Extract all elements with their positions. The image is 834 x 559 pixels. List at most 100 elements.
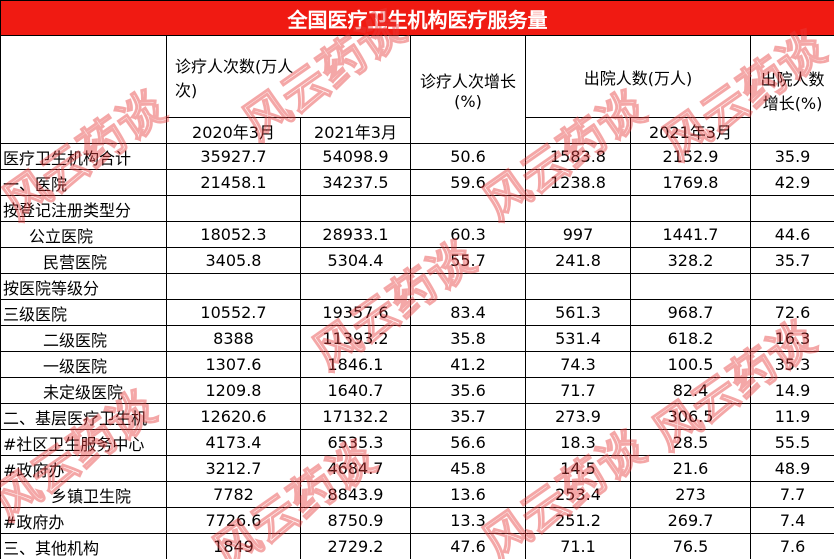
cell-value: 3405.8 xyxy=(166,247,301,274)
row-label: 未定级医院 xyxy=(0,377,167,404)
cell-value: 253.4 xyxy=(525,481,631,508)
cell-value: 8843.9 xyxy=(300,481,411,508)
cell-value: 35.7 xyxy=(749,247,834,274)
data-row: 未定级医院 1209.8 1640.7 35.6 71.7 82.4 14.9 xyxy=(0,377,834,404)
cell-value: 56.6 xyxy=(410,429,526,456)
row-label: #政府办 xyxy=(0,507,167,534)
row-label: 三、其他机构 xyxy=(0,533,167,559)
title-row: 全国医疗卫生机构医疗服务量 xyxy=(0,0,834,36)
empty-cell xyxy=(525,195,631,222)
cell-value: 4173.4 xyxy=(166,429,301,456)
header-visits-growth: 诊疗人次增长(%) xyxy=(410,35,526,144)
cell-value: 35927.7 xyxy=(166,143,301,170)
data-row: 按登记注册类型分 xyxy=(0,195,834,222)
data-row: 医疗卫生机构合计 35927.7 54098.9 50.6 1583.8 2152.9 35… xyxy=(0,143,834,170)
header-blank xyxy=(0,35,167,144)
cell-value: 7782 xyxy=(166,481,301,508)
cell-value: 11393.2 xyxy=(300,325,411,352)
cell-value: 18.3 xyxy=(525,429,631,456)
cell-value: 968.7 xyxy=(630,299,751,326)
cell-value: 10552.7 xyxy=(166,299,301,326)
cell-value: 71.7 xyxy=(525,377,631,404)
row-label: 民营医院 xyxy=(0,247,167,274)
cell-value: 13.3 xyxy=(410,507,526,534)
empty-cell xyxy=(525,273,631,300)
data-row: 二、基层医疗卫生机 12620.6 17132.2 35.7 273.9 306.5 11.… xyxy=(0,403,834,430)
cell-value: 72.6 xyxy=(749,299,834,326)
row-label: 按登记注册类型分 xyxy=(0,195,167,222)
row-label: #社区卫生服务中心 xyxy=(0,429,167,456)
cell-value: 47.6 xyxy=(410,533,526,559)
cell-value: 42.9 xyxy=(749,169,834,196)
cell-value: 54098.9 xyxy=(300,143,411,170)
cell-value: 14.9 xyxy=(749,377,834,404)
data-row: 三级医院 10552.7 19357.6 83.4 561.3 968.7 72.6 xyxy=(0,299,834,326)
cell-value: 83.4 xyxy=(410,299,526,326)
cell-value: 35.8 xyxy=(410,325,526,352)
cell-value: 55.7 xyxy=(410,247,526,274)
cell-value: 2152.9 xyxy=(630,143,751,170)
header-discharges-growth-text: 出院人数增长(%) xyxy=(760,69,825,113)
data-row: 一、医院 21458.1 34237.5 59.6 1238.8 1769.8 42.9 xyxy=(0,169,834,196)
cell-value: 2729.2 xyxy=(300,533,411,559)
empty-cell xyxy=(300,195,411,222)
cell-value: 8388 xyxy=(166,325,301,352)
cell-value: 7.7 xyxy=(749,481,834,508)
cell-value: 618.2 xyxy=(630,325,751,352)
cell-value: 44.6 xyxy=(749,221,834,248)
row-label: 乡镇卫生院 xyxy=(0,481,167,508)
cell-value: 28.5 xyxy=(630,429,751,456)
row-label: 二级医院 xyxy=(0,325,167,352)
data-row: 民营医院 3405.8 5304.4 55.7 241.8 328.2 35.7 xyxy=(0,247,834,274)
cell-value: 241.8 xyxy=(525,247,631,274)
empty-cell xyxy=(749,273,834,300)
cell-value: 14.5 xyxy=(525,455,631,482)
cell-value: 1769.8 xyxy=(630,169,751,196)
cell-value: 41.2 xyxy=(410,351,526,378)
cell-value: 1307.6 xyxy=(166,351,301,378)
empty-cell xyxy=(166,195,301,222)
data-row: 按医院等级分 xyxy=(0,273,834,300)
row-label: 医疗卫生机构合计 xyxy=(0,143,167,170)
cell-value: 8750.9 xyxy=(300,507,411,534)
cell-value: 306.5 xyxy=(630,403,751,430)
data-row: 二级医院 8388 11393.2 35.8 531.4 618.2 16.3 xyxy=(0,325,834,352)
cell-value: 4684.7 xyxy=(300,455,411,482)
data-row: #社区卫生服务中心 4173.4 6535.3 56.6 18.3 28.5 55.5 xyxy=(0,429,834,456)
cell-value: 561.3 xyxy=(525,299,631,326)
data-row: 三、其他机构 1849 2729.2 47.6 71.1 76.5 7.6 xyxy=(0,533,834,559)
cell-value: 17132.2 xyxy=(300,403,411,430)
cell-value: 1441.7 xyxy=(630,221,751,248)
cell-value: 48.9 xyxy=(749,455,834,482)
data-row: #政府办 7726.6 8750.9 13.3 251.2 269.7 7.4 xyxy=(0,507,834,534)
cell-value: 6535.3 xyxy=(300,429,411,456)
period-header: 2021年3月 xyxy=(630,117,751,144)
empty-cell xyxy=(166,273,301,300)
cell-value: 1846.1 xyxy=(300,351,411,378)
cell-value: 7.4 xyxy=(749,507,834,534)
period-header: 2021年3月 xyxy=(300,117,411,144)
header-visits-text: 诊疗人次数(万人次) xyxy=(175,56,294,100)
empty-cell xyxy=(630,273,751,300)
cell-value: 1640.7 xyxy=(300,377,411,404)
empty-cell xyxy=(630,195,751,222)
cell-value: 269.7 xyxy=(630,507,751,534)
period-header: 2020年3月 xyxy=(166,117,301,144)
header-visits: 诊疗人次数(万人次) xyxy=(166,35,411,118)
cell-value: 531.4 xyxy=(525,325,631,352)
row-label: 一级医院 xyxy=(0,351,167,378)
cell-value: 59.6 xyxy=(410,169,526,196)
cell-value: 273.9 xyxy=(525,403,631,430)
cell-value: 35.9 xyxy=(749,143,834,170)
cell-value: 1238.8 xyxy=(525,169,631,196)
empty-cell xyxy=(749,195,834,222)
row-label: 三级医院 xyxy=(0,299,167,326)
cell-value: 328.2 xyxy=(630,247,751,274)
cell-value: 18052.3 xyxy=(166,221,301,248)
header-row: 诊疗人次数(万人次) 诊疗人次增长(%) 出院人数(万人) 出院人数增长(%) xyxy=(0,35,834,144)
cell-value: 28933.1 xyxy=(300,221,411,248)
cell-value: 12620.6 xyxy=(166,403,301,430)
cell-value: 71.1 xyxy=(525,533,631,559)
